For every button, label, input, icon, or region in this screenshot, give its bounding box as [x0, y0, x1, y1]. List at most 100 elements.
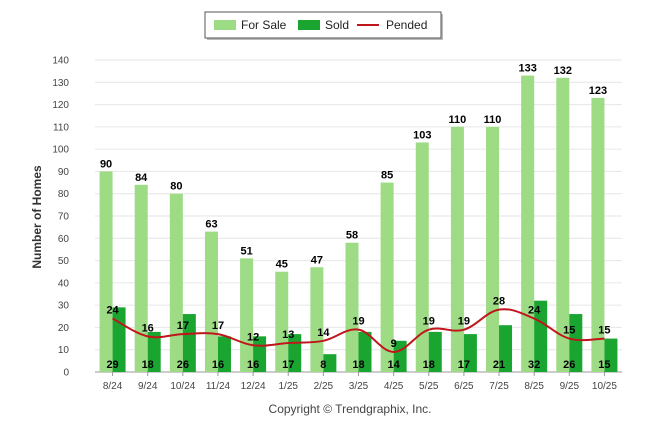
bar-for-sale: [380, 182, 394, 372]
data-label-for-sale: 110: [449, 114, 467, 126]
legend: For Sale Sold Pended: [204, 11, 443, 40]
bar-sold: [217, 336, 231, 372]
bar-for-sale: [486, 126, 500, 372]
bar-for-sale: [556, 77, 570, 372]
bar-for-sale: [99, 171, 113, 372]
y-tick-label: 120: [52, 100, 69, 111]
x-tick-label: 7/25: [489, 381, 509, 392]
y-tick-label: 40: [58, 278, 70, 289]
pended-line-group: [112, 308, 605, 353]
data-label-for-sale: 58: [346, 230, 358, 242]
bar-sold: [534, 300, 548, 372]
x-tick-label: 9/25: [560, 381, 580, 392]
bar-sold: [569, 314, 583, 372]
legend-label-sold: Sold: [325, 18, 349, 32]
y-tick-label: 130: [52, 78, 69, 89]
x-tick-label: 1/25: [278, 381, 298, 392]
legend-label-for-sale: For Sale: [241, 18, 287, 32]
data-label-sold: 16: [212, 359, 224, 371]
data-label-for-sale: 80: [170, 181, 182, 193]
x-axis-ticks: 8/24 9/24 10/24 11/24 12/24 1/25 2/25 3/25 4/25 5…: [103, 372, 617, 392]
data-label-for-sale: 45: [276, 259, 288, 271]
x-tick-label: 8/24: [103, 381, 123, 392]
bar-for-sale: [415, 142, 429, 372]
data-label-sold: 26: [177, 359, 189, 371]
data-label-sold: 18: [352, 359, 364, 371]
bar-for-sale: [134, 184, 148, 372]
data-label-pended: 28: [493, 296, 505, 308]
copyright-text: Copyright © Trendgraphix, Inc.: [269, 402, 432, 416]
data-label-for-sale: 51: [240, 245, 252, 257]
data-label-pended: 16: [142, 322, 154, 334]
bar-for-sale: [169, 193, 183, 372]
data-label-sold: 8: [320, 359, 326, 371]
data-label-sold: 17: [282, 359, 294, 371]
data-label-pended: 19: [458, 316, 470, 328]
data-label-sold: 21: [493, 359, 505, 371]
data-label-for-sale: 123: [589, 85, 607, 97]
x-tick-label: 9/24: [138, 381, 158, 392]
data-label-pended: 24: [106, 305, 119, 317]
data-label-for-sale: 63: [205, 219, 217, 231]
y-tick-label: 70: [58, 212, 70, 223]
bar-sold: [428, 331, 442, 372]
bar-sold: [358, 331, 372, 372]
data-label-sold: 15: [598, 359, 610, 371]
data-label-for-sale: 133: [518, 63, 536, 75]
bar-for-sale: [275, 271, 289, 372]
data-label-pended: 19: [423, 316, 435, 328]
y-tick-label: 10: [58, 345, 70, 356]
y-tick-label: 140: [52, 56, 69, 67]
data-label-sold: 18: [142, 359, 154, 371]
pended-line: [112, 308, 605, 353]
data-label-for-sale: 85: [381, 170, 393, 182]
data-label-sold: 16: [247, 359, 259, 371]
data-label-sold: 32: [528, 359, 540, 371]
x-tick-label: 8/25: [524, 381, 544, 392]
bar-for-sale: [345, 242, 359, 372]
data-label-pended: 19: [352, 316, 364, 328]
y-tick-label: 90: [58, 167, 70, 178]
y-tick-label: 0: [63, 368, 69, 379]
data-label-pended: 13: [282, 329, 294, 341]
bar-sold: [604, 338, 618, 372]
x-tick-label: 6/25: [454, 381, 474, 392]
data-label-sold: 17: [458, 359, 470, 371]
data-label-for-sale: 103: [413, 129, 431, 141]
data-label-sold: 18: [423, 359, 435, 371]
x-tick-label: 5/25: [419, 381, 439, 392]
x-tick-label: 3/25: [349, 381, 369, 392]
data-label-pended: 24: [528, 305, 541, 317]
data-label-pended: 12: [247, 331, 259, 343]
y-tick-label: 30: [58, 301, 70, 312]
bar-sold: [463, 334, 477, 372]
x-tick-label: 10/25: [592, 381, 617, 392]
bar-for-sale: [204, 231, 218, 372]
x-tick-label: 11/24: [206, 381, 231, 392]
data-label-for-sale: 132: [554, 65, 572, 77]
y-tick-label: 20: [58, 323, 70, 334]
bar-for-sale: [310, 267, 324, 372]
y-tick-label: 60: [58, 234, 70, 245]
x-tick-label: 12/24: [241, 381, 266, 392]
bar-sold: [147, 331, 161, 372]
y-axis-ticks: 0 10 20 30 40 50 60 70 80 90 100 110 120 130 140: [52, 56, 69, 379]
y-tick-label: 80: [58, 189, 70, 200]
bar-for-sale: [240, 258, 254, 372]
bar-sold: [499, 325, 513, 372]
legend-swatch-for-sale: [214, 20, 236, 30]
y-tick-label: 110: [53, 122, 69, 133]
bar-for-sale: [521, 75, 535, 372]
legend-label-pended: Pended: [386, 18, 427, 32]
data-label-sold: 14: [388, 359, 401, 371]
y-tick-label: 100: [52, 145, 69, 156]
y-axis-label: Number of Homes: [30, 165, 44, 269]
x-tick-label: 10/24: [170, 381, 195, 392]
legend-swatch-sold: [298, 20, 320, 30]
data-labels: 90 29 84 18 80 26 63 16 51 16 45 17 47 8 58 18 85 14 103 18…: [100, 63, 611, 371]
data-label-pended: 17: [212, 320, 224, 332]
x-tick-label: 2/25: [314, 381, 334, 392]
data-label-pended: 9: [391, 338, 397, 350]
data-label-for-sale: 90: [100, 158, 112, 170]
